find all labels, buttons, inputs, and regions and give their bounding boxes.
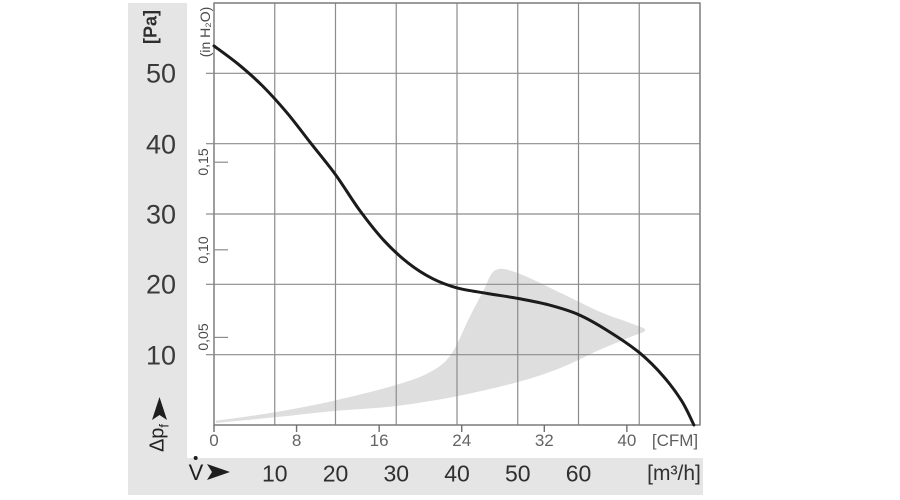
- fan-performance-curve: [212, 44, 696, 427]
- m3h-tick-label: 10: [261, 460, 288, 487]
- pressure-axis-up-arrow-icon: [152, 397, 167, 420]
- cfm-tick-label: 0: [209, 431, 219, 450]
- delta-p-subscript: f: [156, 423, 172, 428]
- pa-tick-label: 50: [145, 58, 177, 89]
- inh2o-tick-label: 0,05: [195, 323, 211, 352]
- pa-tick-label: 40: [145, 129, 177, 160]
- pa-tick-label: 10: [145, 340, 177, 371]
- cfm-unit-label: [CFM]: [651, 431, 699, 450]
- m3h-tick-label: 50: [504, 460, 531, 487]
- cfm-tick-label: 8: [291, 431, 302, 450]
- flow-axis-right-arrow-icon: [207, 464, 230, 480]
- pressure-axis-symbol: Δpf: [147, 424, 172, 452]
- cfm-tick-label: 16: [369, 431, 389, 450]
- cfm-tick-label: 40: [617, 431, 637, 450]
- cfm-tick-label: 24: [452, 431, 472, 450]
- m3h-tick-label: 60: [565, 460, 592, 487]
- m3h-unit-label: [m³/h]: [647, 462, 701, 485]
- operating-region: [215, 268, 646, 423]
- v-dot-text: V: [188, 460, 204, 485]
- m3h-tick-label: 20: [322, 460, 349, 487]
- pa-unit-label: [Pa]: [140, 9, 161, 45]
- inh2o-unit-label: (in H₂O): [197, 6, 213, 58]
- bottom-axis-strip: [128, 458, 703, 495]
- delta-p-text: Δp: [146, 427, 169, 453]
- cfm-tick-label: 32: [534, 431, 554, 450]
- inh2o-tick-label: 0,15: [195, 148, 211, 176]
- pa-tick-label: 30: [145, 199, 177, 230]
- flow-axis-symbol: V: [189, 460, 204, 486]
- m3h-tick-label: 40: [444, 460, 470, 487]
- pa-tick-label: 20: [145, 269, 177, 300]
- m3h-tick-label: 30: [383, 460, 410, 487]
- inh2o-tick-label: 0,10: [195, 236, 211, 264]
